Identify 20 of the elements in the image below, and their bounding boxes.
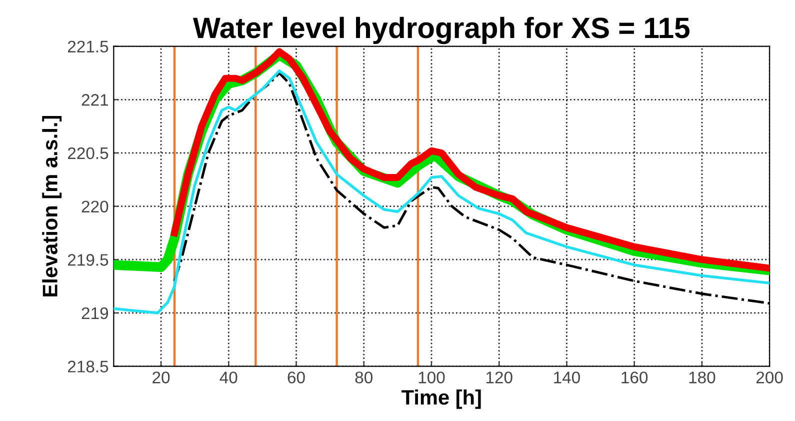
y-tick-label: 221.5 [68,40,108,53]
y-tick-label: 219.5 [68,254,108,266]
x-axis-title: Time [h] [402,389,481,409]
y-tick-label: 220.5 [68,147,108,160]
x-tick-label: 20 [152,372,170,384]
x-tick-label: 160 [622,372,648,384]
x-tick-label: 140 [554,372,580,384]
y-tick-label: 218.5 [68,360,108,372]
x-tick-label: 60 [288,372,305,384]
x-tick-label: 80 [355,372,372,384]
x-tick-label: 40 [220,372,238,384]
x-tick-label: 120 [486,372,512,384]
x-tick-label: 200 [756,372,783,384]
y-axis-title: Elevation [m a.s.l.] [42,116,62,296]
chart-title: Water level hydrograph for XS = 115 [192,16,690,44]
y-tick-label: 220 [82,200,108,212]
y-tick-label: 219 [82,307,108,320]
x-tick-label: 180 [689,372,716,384]
x-tick-label: 100 [418,372,445,384]
y-tick-label: 221 [82,94,108,106]
